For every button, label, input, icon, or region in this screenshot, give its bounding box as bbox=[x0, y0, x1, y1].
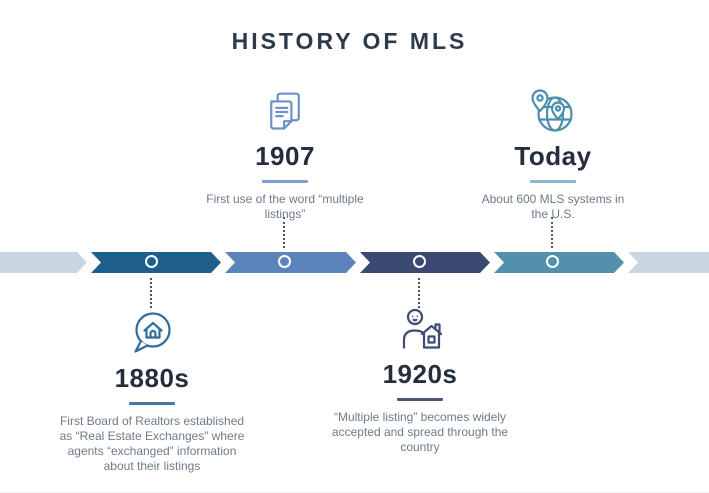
globe-with-pins-icon bbox=[527, 86, 579, 134]
connector-dotted-line-1907 bbox=[283, 217, 285, 248]
timeline bbox=[0, 252, 709, 273]
connector-dotted-line-1880s bbox=[150, 278, 152, 308]
timeline-segment-today bbox=[494, 252, 624, 273]
milestone-description: “Multiple listing” becomes widely accept… bbox=[331, 410, 509, 454]
page-title: HISTORY OF MLS bbox=[231, 28, 468, 54]
timeline-segment-lead-in bbox=[0, 252, 87, 273]
agent-with-house-icon bbox=[394, 304, 446, 352]
timeline-node-1920s bbox=[413, 255, 426, 268]
milestone-1920s: 1920s “Multiple listing” becomes widely … bbox=[320, 304, 520, 455]
milestone-description: First use of the word “multiple listings… bbox=[206, 192, 364, 221]
milestone-year: 1920s bbox=[382, 359, 458, 389]
year-underline bbox=[530, 180, 576, 183]
timeline-node-1880s bbox=[145, 255, 158, 268]
milestone-description: First Board of Realtors established as “… bbox=[59, 414, 245, 473]
milestone-description: About 600 MLS systems in the U.S. bbox=[481, 192, 625, 221]
year-underline bbox=[129, 402, 175, 405]
connector-dotted-line-today bbox=[551, 217, 553, 248]
documents-icon bbox=[263, 86, 307, 134]
milestone-1907: 1907 First use of the word “multiple lis… bbox=[195, 86, 375, 222]
connector-dotted-line-1920s bbox=[418, 278, 420, 308]
timeline-node-today bbox=[546, 255, 559, 268]
milestone-year: Today bbox=[514, 141, 592, 171]
milestone-year: 1880s bbox=[114, 363, 190, 393]
milestone-1880s: 1880s First Board of Realtors establishe… bbox=[52, 308, 252, 474]
year-underline bbox=[397, 398, 443, 401]
timeline-segment-lead-out bbox=[628, 252, 709, 273]
milestone-today: Today About 600 MLS systems in the U.S. bbox=[463, 86, 643, 222]
house-speech-bubble-icon bbox=[127, 308, 177, 356]
year-underline bbox=[262, 180, 308, 183]
milestone-year: 1907 bbox=[255, 141, 315, 171]
timeline-node-1907 bbox=[278, 255, 291, 268]
